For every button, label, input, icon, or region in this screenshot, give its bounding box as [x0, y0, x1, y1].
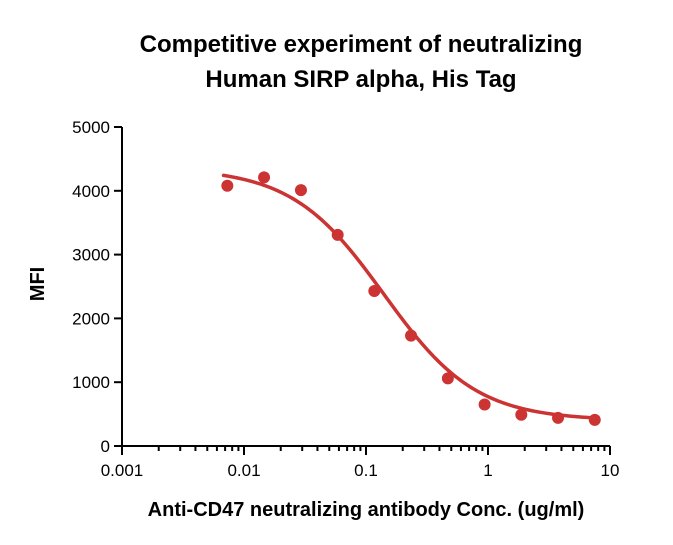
y-tick-label: 3000 — [72, 246, 110, 265]
x-tick-label: 0.1 — [354, 461, 378, 480]
data-point — [294, 184, 307, 197]
y-tick-label: 5000 — [72, 118, 110, 137]
data-point — [588, 413, 601, 426]
y-tick-label: 0 — [101, 437, 110, 456]
y-axis-label: MFI — [27, 267, 49, 301]
x-tick-label: 0.001 — [101, 461, 144, 480]
chart-title-line-1: Competitive experiment of neutralizing — [140, 31, 583, 58]
x-axis: 0.001 0.01 0.1 1 10 — [101, 445, 620, 480]
y-tick-label: 2000 — [72, 309, 110, 328]
data-point — [478, 398, 491, 411]
data-point — [405, 329, 418, 342]
fit-curve — [221, 173, 600, 420]
data-point — [258, 171, 271, 184]
data-point — [221, 179, 234, 192]
y-axis: 0 1000 2000 3000 4000 5000 — [72, 118, 123, 456]
y-tick-label: 4000 — [72, 182, 110, 201]
data-point — [441, 372, 454, 385]
data-point — [515, 408, 528, 421]
x-tick-label: 0.01 — [227, 461, 260, 480]
x-axis-label: Anti-CD47 neutralizing antibody Conc. (u… — [148, 499, 585, 521]
data-point — [368, 284, 381, 297]
y-tick-label: 1000 — [72, 373, 110, 392]
chart-title-line-2: Human SIRP alpha, His Tag — [205, 66, 516, 93]
data-point — [552, 411, 565, 424]
data-point — [331, 228, 344, 241]
x-tick-label: 10 — [601, 461, 620, 480]
data-points — [221, 171, 601, 426]
x-tick-label: 1 — [483, 461, 492, 480]
